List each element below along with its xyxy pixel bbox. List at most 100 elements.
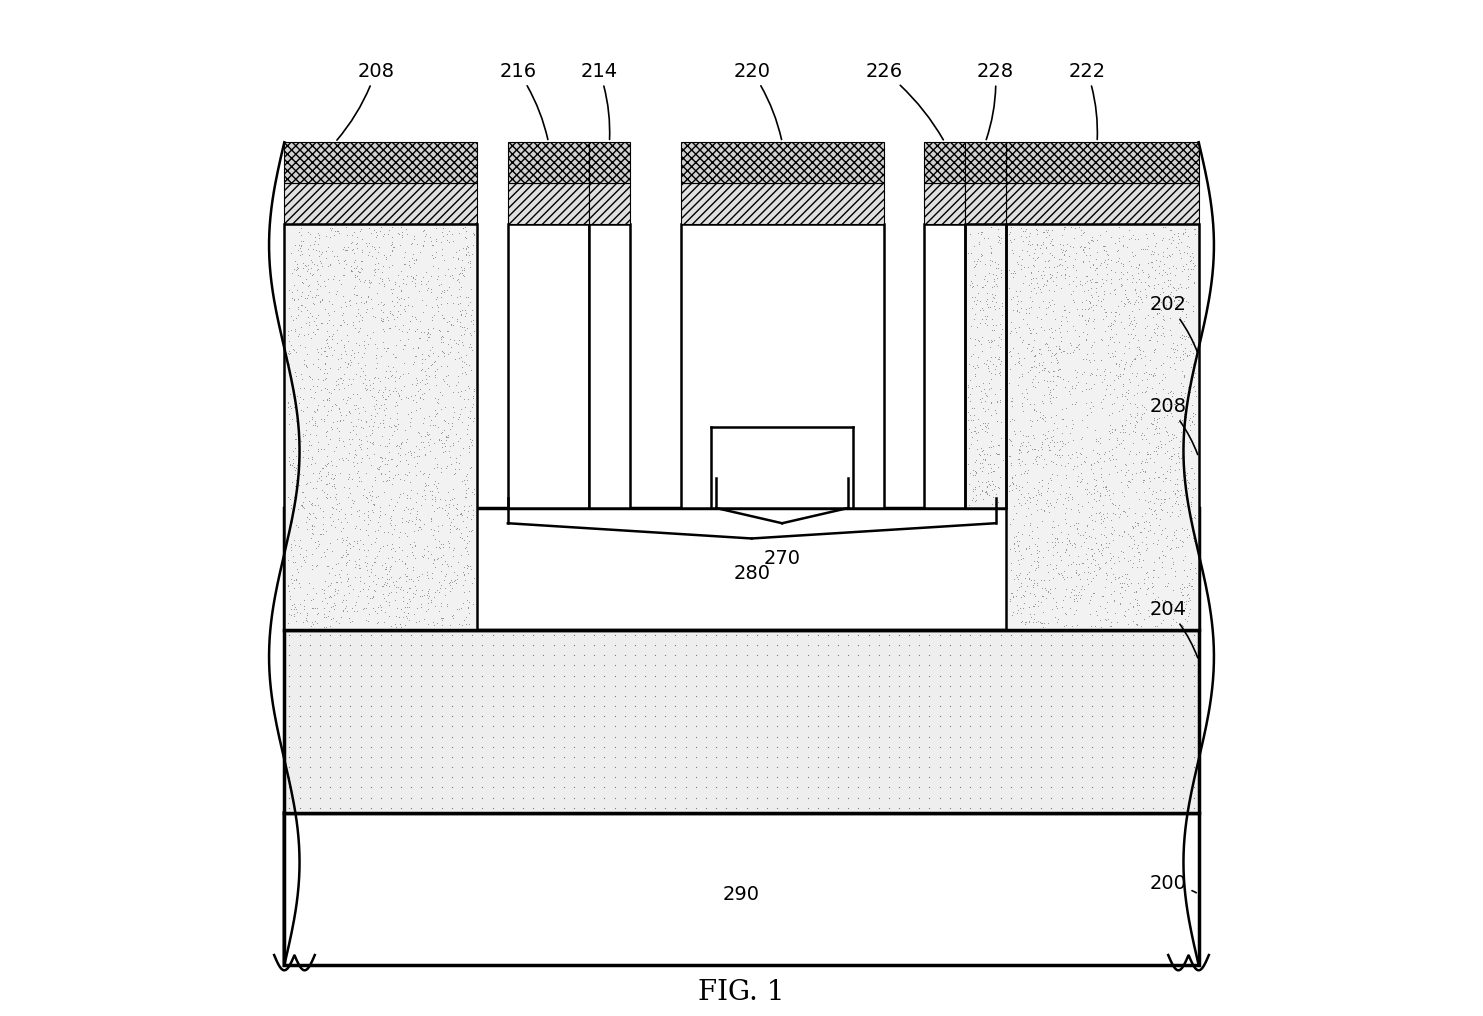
Point xyxy=(1080,529,1103,546)
Point xyxy=(1001,302,1025,318)
Point xyxy=(311,521,335,537)
Point xyxy=(406,425,430,441)
Point xyxy=(541,739,565,755)
Point xyxy=(694,688,718,704)
Point xyxy=(970,301,994,317)
Point xyxy=(371,473,394,490)
Point xyxy=(389,581,412,597)
Point xyxy=(1172,533,1195,550)
Point xyxy=(1183,257,1207,273)
Point xyxy=(389,779,412,796)
Point xyxy=(1071,225,1094,241)
Point xyxy=(1066,548,1090,564)
Point xyxy=(347,551,371,567)
Point xyxy=(1074,381,1097,397)
Point xyxy=(397,463,421,480)
Point xyxy=(1132,769,1155,785)
Point xyxy=(974,486,998,502)
Point xyxy=(1037,474,1060,491)
Point xyxy=(328,272,351,289)
Point xyxy=(989,320,1013,336)
Point xyxy=(673,688,697,704)
Point xyxy=(424,231,448,247)
Point xyxy=(1089,487,1112,503)
Point xyxy=(396,598,420,615)
Point xyxy=(1008,487,1032,503)
Point xyxy=(673,647,697,663)
Point xyxy=(1120,274,1143,291)
Point xyxy=(362,324,386,340)
Point xyxy=(365,530,389,547)
Point xyxy=(359,698,383,714)
Point xyxy=(1066,617,1090,633)
Point xyxy=(412,410,436,427)
Point xyxy=(1007,478,1031,494)
Point xyxy=(359,329,383,345)
Point xyxy=(402,607,426,623)
Point xyxy=(277,759,301,775)
Point xyxy=(362,436,386,452)
Point xyxy=(286,267,310,283)
Point xyxy=(1148,516,1172,532)
Point xyxy=(1134,446,1158,462)
Point xyxy=(989,779,1013,796)
Point xyxy=(380,219,403,236)
Point xyxy=(583,779,607,796)
Point xyxy=(1118,595,1142,612)
Point xyxy=(1121,423,1145,439)
Point xyxy=(1142,443,1166,459)
Point xyxy=(409,779,433,796)
Point xyxy=(380,236,403,252)
Point xyxy=(1056,526,1080,543)
Point xyxy=(1008,551,1032,567)
Point xyxy=(1114,296,1137,312)
Point xyxy=(725,718,749,735)
Point xyxy=(397,253,421,269)
Point xyxy=(1028,355,1051,371)
Point xyxy=(1100,404,1124,421)
Point xyxy=(389,440,412,456)
Point xyxy=(349,779,372,796)
Point xyxy=(289,227,313,243)
Point xyxy=(1077,527,1100,544)
Point xyxy=(415,331,439,347)
Point xyxy=(1126,517,1149,533)
Point xyxy=(960,245,983,261)
Point xyxy=(1143,418,1167,434)
Point xyxy=(1136,276,1160,293)
Point xyxy=(980,496,1004,512)
Point xyxy=(1008,627,1032,643)
Point xyxy=(451,337,475,354)
Point xyxy=(973,315,997,331)
Point xyxy=(644,759,667,775)
Point xyxy=(1126,398,1149,415)
Point xyxy=(332,239,356,255)
Point xyxy=(1014,381,1038,397)
Point xyxy=(1080,688,1103,704)
Point xyxy=(974,357,998,373)
Point xyxy=(1136,269,1160,285)
Point xyxy=(704,698,728,714)
Point xyxy=(1166,414,1189,430)
Point xyxy=(1094,381,1118,397)
Point xyxy=(998,448,1022,464)
Point xyxy=(480,647,504,663)
Point xyxy=(1057,345,1081,362)
Point xyxy=(399,571,423,587)
Point xyxy=(1071,324,1094,340)
Point xyxy=(297,505,320,521)
Point xyxy=(1103,308,1127,324)
Point xyxy=(1054,469,1078,486)
Point xyxy=(1115,477,1139,493)
Point xyxy=(347,337,371,354)
Point xyxy=(1016,243,1040,259)
Point xyxy=(329,406,353,423)
Point xyxy=(1100,800,1124,816)
Point xyxy=(360,478,384,494)
Point xyxy=(1175,520,1198,536)
Point xyxy=(776,739,799,755)
Point xyxy=(1035,336,1059,353)
Point xyxy=(277,749,301,765)
Point xyxy=(288,698,311,714)
Point xyxy=(397,571,421,587)
